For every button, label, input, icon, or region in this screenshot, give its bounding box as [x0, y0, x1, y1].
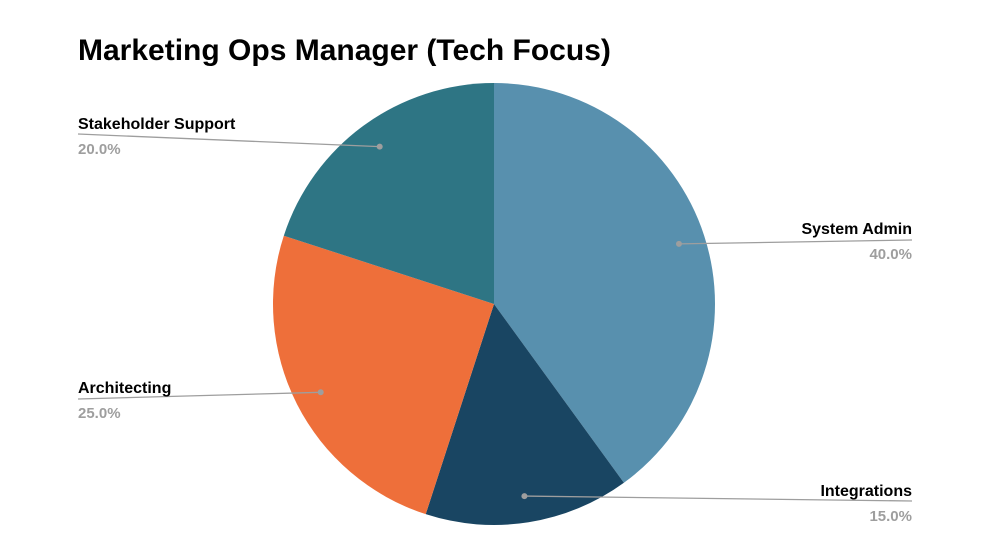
slice-value-integrations: 15.0%: [869, 508, 912, 525]
leader-dot-stakeholder-support: [376, 143, 383, 150]
slice-label-system-admin: System Admin: [801, 221, 912, 238]
slice-label-stakeholder-support: Stakeholder Support: [78, 116, 236, 133]
pie-slice-system-admin: [494, 83, 715, 483]
leader-lines: [77, 133, 913, 502]
pie-slice-integrations: [425, 304, 624, 526]
leader-line-system-admin: [678, 239, 913, 245]
slice-value-system-admin: 40.0%: [869, 246, 912, 263]
pie-slice-stakeholder-support: [283, 83, 494, 304]
pie-slices: [272, 83, 715, 526]
leader-line-architecting: [77, 391, 321, 400]
leader-dot-integrations: [521, 493, 528, 500]
pie-slice-architecting: [272, 235, 494, 515]
chart-title: Marketing Ops Manager (Tech Focus): [78, 34, 611, 67]
slice-label-architecting: Architecting: [78, 380, 171, 397]
leader-line-stakeholder-support: [77, 133, 380, 148]
slice-value-stakeholder-support: 20.0%: [78, 141, 121, 158]
leader-dot-system-admin: [675, 240, 682, 247]
slice-value-architecting: 25.0%: [78, 405, 121, 422]
leader-line-integrations: [524, 495, 913, 502]
slice-label-integrations: Integrations: [820, 483, 912, 500]
leader-dot-architecting: [317, 389, 324, 396]
slice-labels: System Admin 40.0% Integrations 15.0% Archit…: [78, 116, 912, 525]
